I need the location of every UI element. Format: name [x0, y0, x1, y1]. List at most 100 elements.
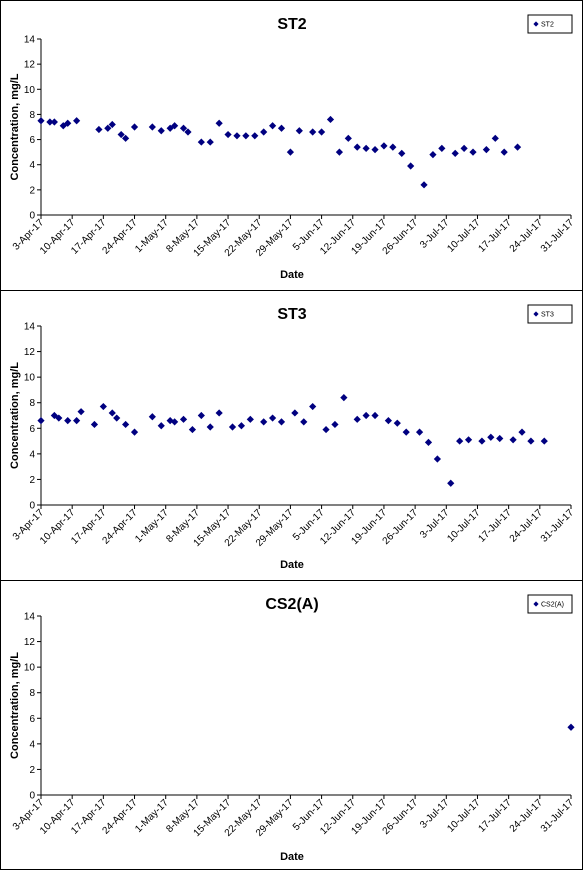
data-point: [402, 428, 410, 436]
x-tick-label: 31-Jul-17: [539, 217, 577, 255]
data-point: [393, 419, 401, 427]
data-point: [157, 127, 165, 135]
data-point: [429, 151, 437, 159]
data-point: [37, 417, 45, 425]
data-point: [286, 148, 295, 156]
data-point: [518, 428, 526, 436]
y-tick-label: 8: [29, 398, 35, 409]
y-tick-label: 4: [29, 160, 35, 171]
data-point: [117, 130, 125, 139]
x-axis-label: Date: [280, 269, 304, 281]
data-point: [380, 142, 388, 150]
legend-marker: [533, 311, 539, 317]
data-point: [407, 162, 415, 170]
y-tick-label: 4: [29, 739, 35, 750]
x-tick-label: 24-Apr-17: [100, 797, 140, 837]
data-point: [456, 437, 464, 445]
data-point: [491, 134, 499, 142]
legend-label: ST3: [541, 312, 554, 319]
data-point: [188, 425, 197, 434]
data-point: [148, 413, 156, 421]
chart-st3: ST3024681012143-Apr-1710-Apr-1717-Apr-17…: [9, 304, 577, 571]
x-tick-label: 24-Apr-17: [100, 217, 140, 257]
data-point: [148, 123, 156, 131]
data-point: [362, 411, 370, 420]
data-point: [246, 415, 254, 423]
y-tick-label: 10: [24, 85, 36, 96]
y-tick-label: 2: [29, 185, 35, 196]
data-point: [277, 418, 286, 426]
chart-panel-st3: ST3 0 2 4 6 8 10 12 14 3-Apr-17 10-Apr-17 17-Apr-17…: [0, 290, 583, 581]
data-point: [527, 437, 535, 445]
data-point: [540, 437, 548, 445]
legend-box: [527, 14, 573, 34]
data-point: [509, 436, 517, 444]
y-tick-label: 12: [24, 637, 36, 648]
data-point: [384, 417, 392, 425]
data-point: [362, 144, 370, 152]
x-tick-label: 31-Jul-17: [539, 797, 577, 835]
chart-st2: ST2024681012143-Apr-1710-Apr-1717-Apr-17…: [9, 14, 577, 281]
data-point: [122, 134, 130, 142]
data-point: [438, 144, 446, 152]
y-tick-label: 2: [29, 765, 35, 776]
y-tick-label: 0: [29, 501, 35, 512]
data-point: [478, 437, 486, 445]
y-tick-label: 8: [29, 688, 35, 699]
legend-label: CS2(A): [541, 602, 564, 609]
data-point: [326, 115, 335, 124]
data-point: [295, 127, 303, 135]
data-point: [206, 138, 214, 146]
data-point: [277, 124, 286, 132]
y-tick-label: 0: [29, 211, 35, 222]
data-point: [447, 479, 455, 487]
y-tick-label: 14: [24, 612, 36, 623]
x-tick-label: 31-Jul-17: [539, 507, 577, 545]
data-point: [464, 436, 473, 444]
legend-marker: [533, 601, 539, 607]
data-point: [291, 409, 299, 417]
data-point: [300, 418, 308, 426]
y-tick-label: 2: [29, 475, 35, 486]
y-tick-label: 14: [24, 35, 36, 46]
y-axis-label: Concentration, mg/L: [9, 362, 21, 469]
legend-marker: [533, 21, 539, 27]
x-tick-label: 24-Apr-17: [100, 507, 140, 547]
data-point: [567, 723, 575, 731]
data-point: [500, 148, 508, 156]
data-point: [233, 132, 241, 140]
y-tick-label: 6: [29, 135, 35, 146]
data-point: [95, 125, 103, 134]
data-point: [108, 120, 116, 129]
data-point: [451, 149, 459, 157]
data-point: [469, 148, 477, 156]
data-point: [371, 411, 379, 420]
data-point: [73, 117, 81, 125]
data-point: [46, 118, 54, 126]
chart-title-st2: ST2: [277, 16, 306, 33]
data-point: [344, 134, 352, 142]
y-tick-label: 14: [24, 322, 36, 333]
data-point: [113, 414, 121, 422]
legend-st2: ST2: [527, 14, 573, 34]
data-point: [237, 422, 246, 430]
data-point: [260, 128, 268, 136]
data-point: [309, 402, 317, 411]
data-point: [251, 132, 259, 140]
data-point: [37, 117, 45, 125]
chart-title-cs2a: CS2(A): [265, 596, 318, 613]
data-point: [171, 122, 179, 130]
data-point: [122, 420, 130, 429]
data-point: [77, 408, 85, 416]
data-point: [157, 422, 165, 430]
legend-label: ST2: [541, 22, 554, 29]
data-point: [513, 143, 522, 151]
legend-box: [527, 594, 573, 614]
y-tick-label: 12: [24, 60, 36, 71]
x-axis-label: Date: [280, 851, 304, 863]
data-point: [331, 420, 339, 429]
data-point: [322, 425, 330, 434]
data-point: [179, 415, 188, 423]
data-point: [433, 455, 441, 463]
data-point: [130, 428, 139, 436]
